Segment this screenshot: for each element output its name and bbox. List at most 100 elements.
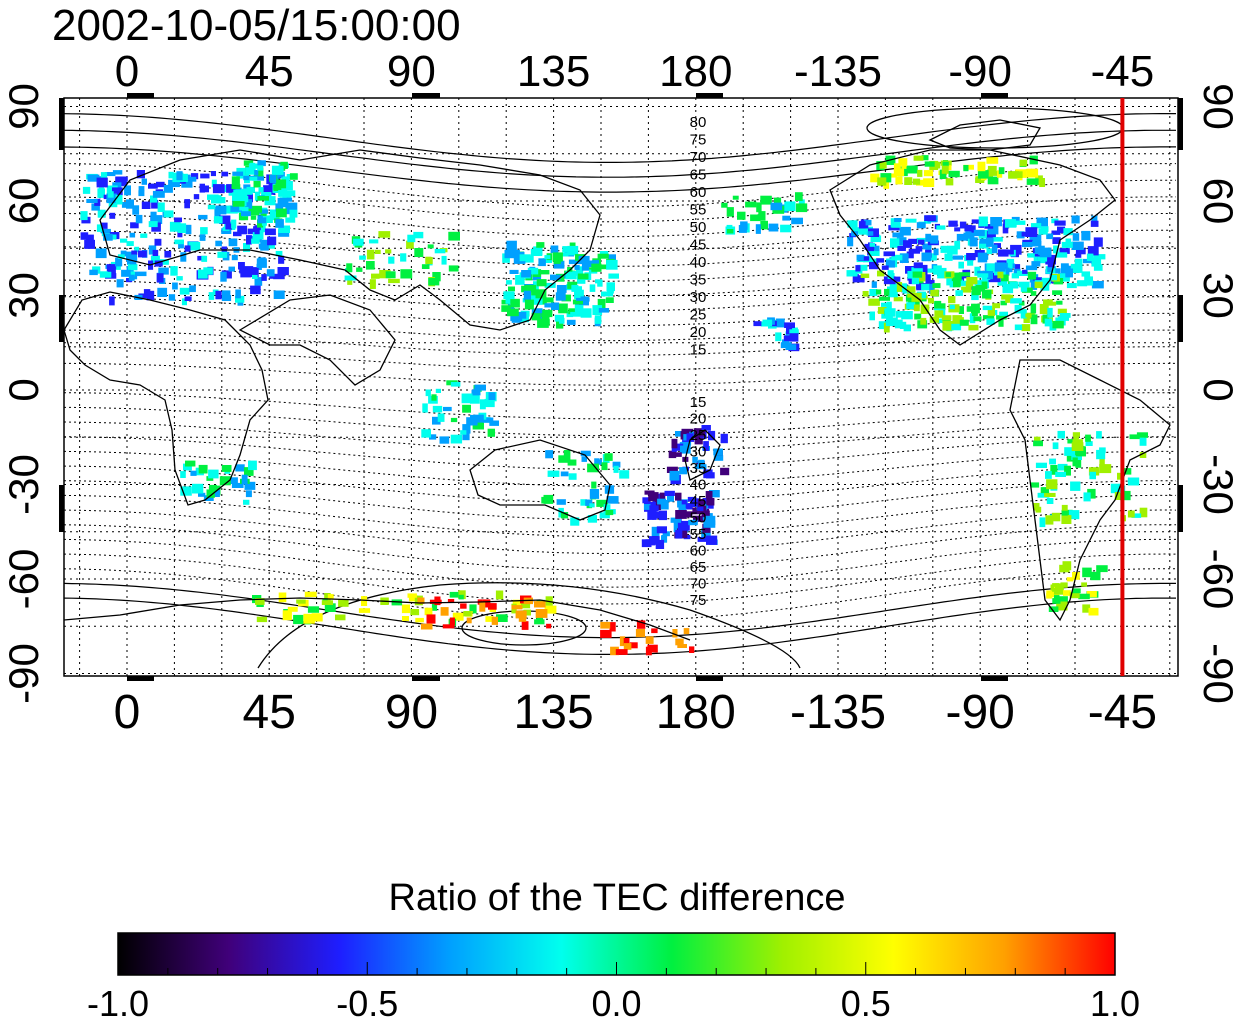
tec-pixel	[553, 260, 565, 269]
tec-pixel	[135, 214, 143, 224]
tec-pixel	[347, 279, 353, 285]
south-contour-label: 60	[690, 543, 707, 560]
tec-pixel	[533, 246, 543, 255]
tec-pixel	[1099, 458, 1105, 467]
tec-pixel	[930, 235, 939, 244]
tec-pixel	[138, 293, 149, 299]
tec-pixel	[1025, 227, 1038, 237]
tec-pixel	[1011, 216, 1020, 222]
tec-pixel	[209, 484, 217, 492]
left-lat-label: -30	[0, 454, 47, 515]
tec-pixel	[558, 455, 569, 463]
tec-pixel	[1030, 314, 1038, 325]
tec-pixel	[924, 161, 935, 167]
tec-pixel	[427, 244, 434, 249]
tec-pixel	[563, 450, 571, 460]
north-contour-label: 65	[690, 167, 707, 184]
tec-pixel	[537, 318, 549, 328]
tec-pixel	[737, 211, 746, 220]
tec-pixel	[112, 182, 122, 189]
tec-pixel	[335, 614, 346, 621]
tec-pixel	[929, 284, 935, 294]
tec-pixel	[683, 628, 690, 635]
tec-pixel	[207, 194, 219, 200]
tec-pixel	[971, 290, 979, 301]
tec-pixel	[903, 324, 911, 332]
tec-pixel	[448, 231, 460, 241]
tec-pixel	[1061, 241, 1073, 248]
tec-pixel	[987, 165, 997, 174]
tec-pixel	[998, 167, 1005, 175]
colorbar-tick-label: -0.5	[336, 983, 398, 1024]
tec-pixel	[429, 434, 437, 440]
top-axis-bar	[127, 93, 154, 99]
tec-pixel	[523, 609, 531, 616]
tec-pixel	[677, 644, 687, 648]
tec-pixel	[488, 392, 496, 400]
tec-pixel	[791, 217, 803, 225]
tec-pixel	[1014, 264, 1021, 273]
tec-pixel	[1050, 465, 1058, 475]
tec-pixel	[1086, 591, 1097, 598]
tec-pixel	[567, 245, 579, 256]
top-lon-label: 180	[659, 47, 732, 96]
tec-pixel	[1041, 277, 1051, 285]
tec-pixel	[955, 290, 963, 296]
tec-pixel	[701, 528, 711, 538]
tec-pixel	[134, 246, 140, 253]
tec-pixel	[897, 246, 906, 251]
tec-pixel	[544, 605, 557, 614]
tec-pixel	[1081, 582, 1087, 587]
south-contour-label: 35	[690, 460, 707, 477]
tec-pixel	[780, 224, 792, 233]
tec-pixel	[432, 272, 441, 282]
tec-pixel	[206, 476, 214, 481]
top-lon-label: -90	[948, 47, 1012, 96]
left-lat-label: 60	[0, 178, 47, 225]
tec-pixel	[881, 302, 887, 307]
tec-pixel	[713, 455, 724, 461]
tec-pixel	[1047, 267, 1054, 273]
tec-pixel	[84, 239, 95, 249]
tec-pixel	[1065, 268, 1073, 278]
tec-pixel	[260, 209, 267, 220]
tec-pixel	[450, 434, 463, 444]
tec-pixel	[578, 255, 590, 265]
tec-pixel	[574, 265, 580, 270]
tec-pixel	[474, 384, 486, 391]
tec-pixel	[503, 291, 515, 300]
tec-pixel	[899, 226, 911, 236]
tec-pixel	[152, 190, 165, 198]
tec-pixel	[881, 265, 889, 270]
tec-pixel	[721, 202, 728, 208]
tec-pixel	[857, 275, 865, 283]
tec-pixel	[871, 281, 877, 288]
tec-pixel	[244, 178, 250, 184]
tec-pixel	[285, 190, 296, 197]
tec-pixel	[906, 165, 918, 174]
tec-pixel	[561, 294, 571, 302]
north-contour-label: 25	[690, 307, 707, 324]
tec-pixel	[425, 389, 431, 397]
tec-pixel	[1090, 220, 1099, 227]
tec-pixel	[449, 617, 455, 626]
mag-contour	[64, 436, 1176, 470]
tec-pixel	[413, 231, 424, 239]
tec-pixel	[538, 258, 546, 267]
tec-pixel	[260, 242, 269, 251]
tec-pixel	[1052, 320, 1064, 329]
tec-pixel	[80, 232, 89, 240]
tec-pixel	[963, 164, 974, 170]
tec-pixel	[694, 437, 703, 445]
tec-pixel	[971, 286, 981, 296]
tec-pixel	[230, 205, 242, 212]
tec-pixel	[698, 459, 705, 469]
tec-pixel	[1052, 237, 1061, 244]
tec-pixel	[1023, 318, 1030, 323]
tec-pixel	[982, 315, 995, 320]
tec-pixel	[266, 269, 275, 277]
tec-pixel	[589, 284, 596, 292]
tec-pixel	[1046, 593, 1053, 599]
tec-pixel	[679, 442, 690, 448]
tec-pixel	[414, 248, 424, 257]
